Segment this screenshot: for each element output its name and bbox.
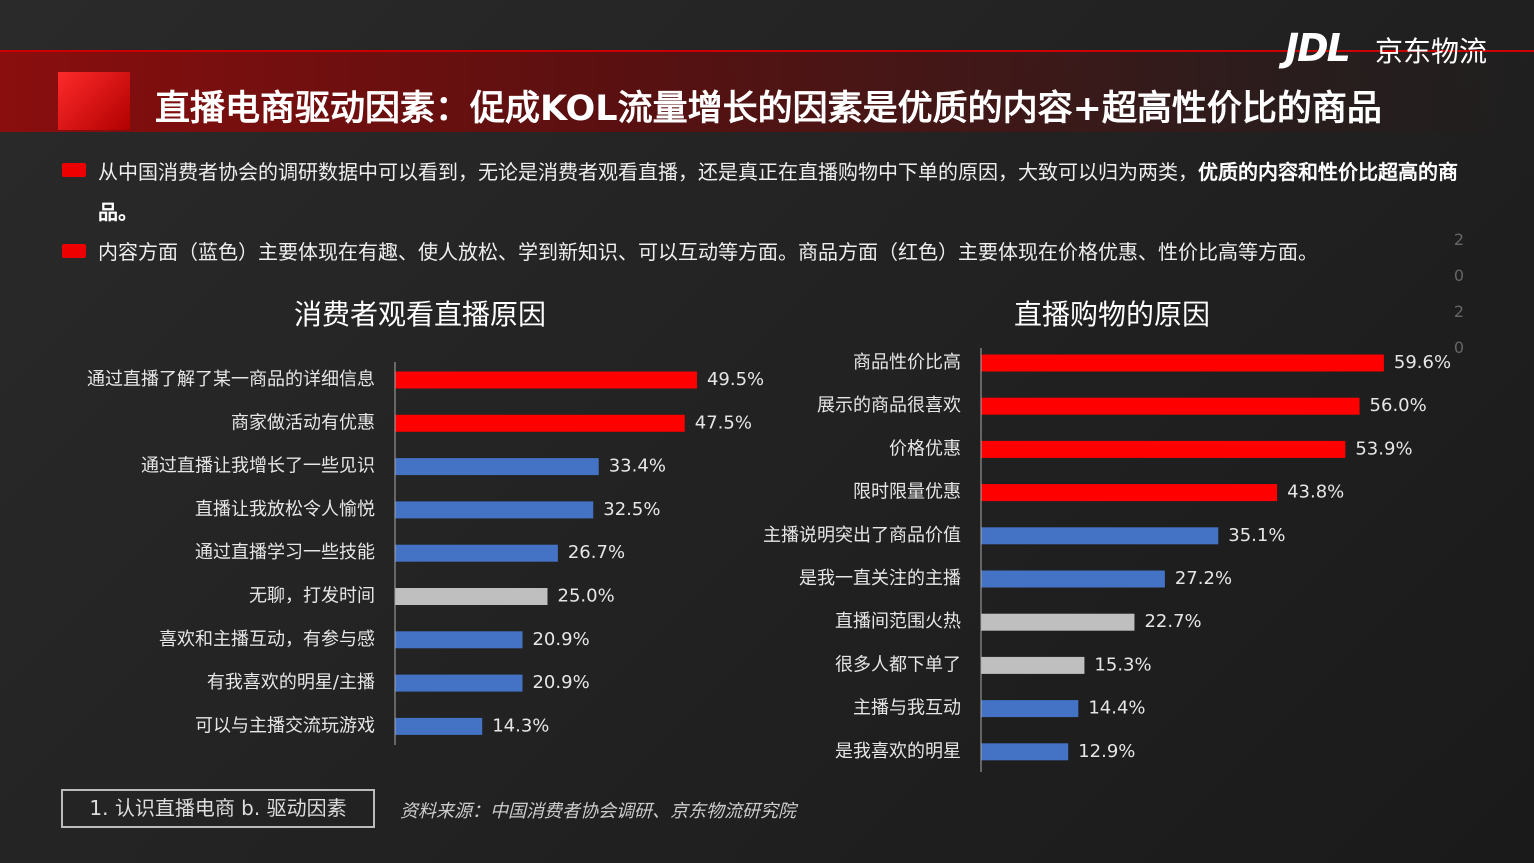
category-label: 价格优惠 <box>889 438 961 459</box>
value-label: 35.1% <box>1228 525 1285 546</box>
bullet-bold: 优质的内容和性价比超高的商品。 <box>98 160 1458 224</box>
bar <box>395 458 599 476</box>
bullet: 内容方面（蓝色）主要体现在有趣、使人放松、学到新知识、可以互动等方面。商品方面（… <box>98 232 1478 272</box>
bar <box>395 588 548 605</box>
value-label: 43.8% <box>1287 482 1344 503</box>
value-label: 27.2% <box>1175 568 1232 589</box>
category-label: 通过直播学习一些技能 <box>195 542 375 563</box>
bar <box>395 717 483 735</box>
bar <box>395 414 685 432</box>
header-line <box>0 50 1534 52</box>
bullet: 从中国消费者协会的调研数据中可以看到，无论是消费者观看直播，还是真正在直播购物中… <box>98 152 1478 232</box>
category-label: 有我喜欢的明星/主播 <box>207 672 375 693</box>
red-cube <box>58 72 130 130</box>
logo-name: 京东物流 <box>1375 35 1488 68</box>
value-label: 56.0% <box>1370 395 1427 416</box>
value-label: 14.3% <box>492 715 549 736</box>
category-label: 可以与主播交流玩游戏 <box>195 715 375 736</box>
value-label: 59.6% <box>1394 352 1451 373</box>
bullet-text: 内容方面（蓝色）主要体现在有趣、使人放松、学到新知识、可以互动等方面。商品方面（… <box>98 240 1318 264</box>
category-label: 直播让我放松令人愉悦 <box>195 499 375 520</box>
value-label: 20.9% <box>532 672 589 693</box>
bullet-text: 从中国消费者协会的调研数据中可以看到，无论是消费者观看直播，还是真正在直播购物中… <box>98 160 1198 184</box>
slide-title: 直播电商驱动因素：促成KOL流量增长的因素是优质的内容+超高性价比的商品 <box>155 89 1382 129</box>
bar <box>395 631 523 649</box>
bar <box>981 700 1079 718</box>
category-label: 主播与我互动 <box>853 698 961 719</box>
bar <box>981 613 1135 631</box>
value-label: 53.9% <box>1355 438 1412 459</box>
category-label: 主播说明突出了商品价值 <box>763 525 961 546</box>
bullet-icon <box>62 244 86 258</box>
chart-title: 消费者观看直播原因 <box>294 298 546 331</box>
category-label: 展示的商品很喜欢 <box>817 395 961 416</box>
header-band <box>0 50 1534 132</box>
value-label: 33.4% <box>609 456 666 477</box>
category-label: 很多人都下单了 <box>835 654 961 675</box>
bar <box>981 527 1219 545</box>
value-label: 47.5% <box>695 412 752 433</box>
category-label: 喜欢和主播互动，有参与感 <box>159 629 375 650</box>
value-label: 32.5% <box>603 499 660 520</box>
category-label: 限时限量优惠 <box>853 482 961 503</box>
bar <box>981 354 1384 372</box>
value-label: 12.9% <box>1078 741 1135 762</box>
category-label: 是我喜欢的明星 <box>835 741 961 762</box>
category-label: 商品性价比高 <box>853 352 961 373</box>
bar <box>981 484 1278 502</box>
bar <box>395 501 594 519</box>
bar <box>981 570 1165 588</box>
logo-mark: JDL <box>1285 26 1351 70</box>
bar <box>395 544 558 562</box>
category-label: 商家做活动有优惠 <box>231 412 375 433</box>
value-label: 25.0% <box>558 586 615 607</box>
category-label: 无聊，打发时间 <box>249 586 375 607</box>
value-label: 15.3% <box>1094 654 1151 675</box>
category-label: 通过直播了解了某一商品的详细信息 <box>87 369 375 390</box>
value-label: 20.9% <box>532 629 589 650</box>
category-label: 通过直播让我增长了一些见识 <box>141 456 375 477</box>
value-label: 26.7% <box>568 542 625 563</box>
source: 资料来源：中国消费者协会调研、京东物流研究院 <box>400 801 796 822</box>
bar <box>395 674 523 692</box>
category-label: 是我一直关注的主播 <box>799 568 961 589</box>
bullet-icon <box>62 163 86 177</box>
section-box: 1. 认识直播电商 b. 驱动因素 <box>61 789 375 828</box>
value-label: 49.5% <box>707 369 764 390</box>
chart-title: 直播购物的原因 <box>1014 298 1210 331</box>
bar <box>395 371 697 389</box>
bar <box>981 743 1069 761</box>
category-label: 直播间范围火热 <box>835 611 961 632</box>
value-label: 14.4% <box>1088 698 1145 719</box>
value-label: 22.7% <box>1144 611 1201 632</box>
side-mark: 2020 <box>1453 230 1465 357</box>
bar <box>981 656 1085 674</box>
bar <box>981 397 1360 415</box>
bar <box>981 440 1346 458</box>
